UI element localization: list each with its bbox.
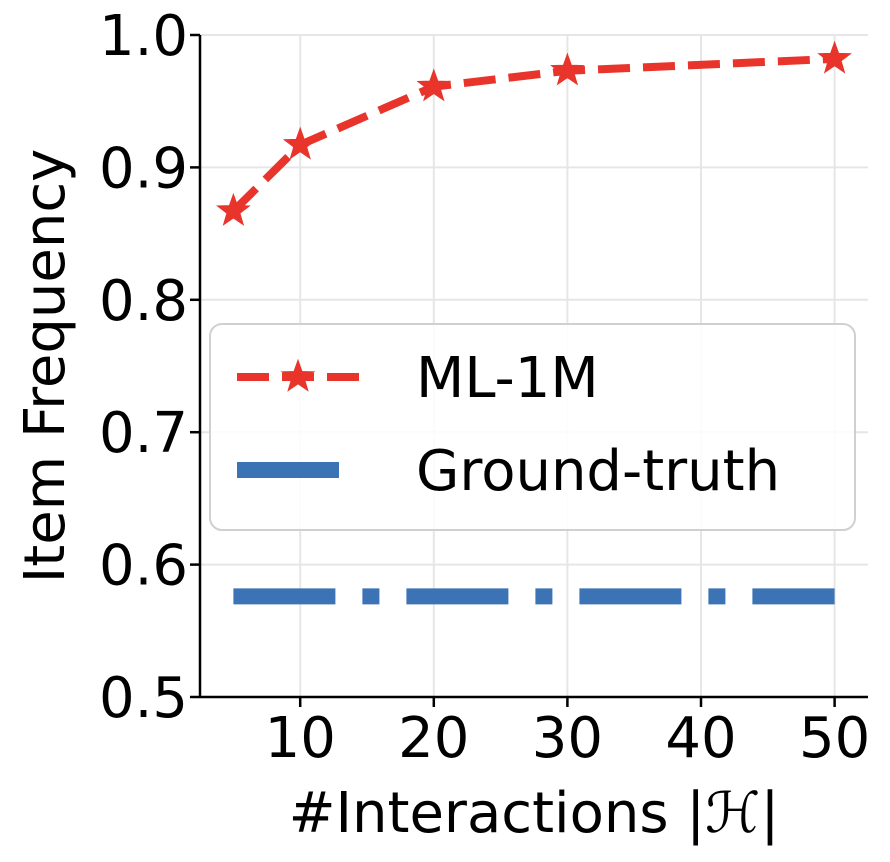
x-tick-label: 30 <box>532 706 603 771</box>
series-marker <box>416 68 452 102</box>
series-marker <box>817 40 852 74</box>
x-tick-label: 50 <box>799 706 870 771</box>
y-tick-label: 0.8 <box>99 269 188 334</box>
y-tick-label: 0.7 <box>99 401 188 466</box>
legend-label: Ground-truth <box>416 439 780 504</box>
tick-labels: 0.5 0.6 0.7 0.8 0.9 1.0 10 20 30 40 50 <box>99 4 870 771</box>
x-axis-label: #Interactions |ℋ| <box>289 781 780 846</box>
y-tick-label: 0.9 <box>99 136 188 201</box>
y-tick-label: 0.5 <box>99 666 188 731</box>
series-marker <box>216 192 251 226</box>
legend-swatch-marker <box>280 358 316 392</box>
y-axis-label: Item Frequency <box>13 149 78 584</box>
series-layer <box>216 40 852 605</box>
x-tick-label: 40 <box>665 706 736 771</box>
legend-label: ML-1M <box>416 346 599 411</box>
legend-frame <box>209 323 856 531</box>
y-tick-label: 0.6 <box>99 534 188 599</box>
x-tick-label: 20 <box>398 706 469 771</box>
legend: ML-1M Ground-truth <box>209 323 856 531</box>
series-marker <box>550 52 585 86</box>
series-marker <box>282 126 318 160</box>
series-line-1 <box>230 54 835 214</box>
x-tick-label: 10 <box>265 706 336 771</box>
y-tick-label: 1.0 <box>99 4 188 69</box>
axes <box>198 35 868 699</box>
